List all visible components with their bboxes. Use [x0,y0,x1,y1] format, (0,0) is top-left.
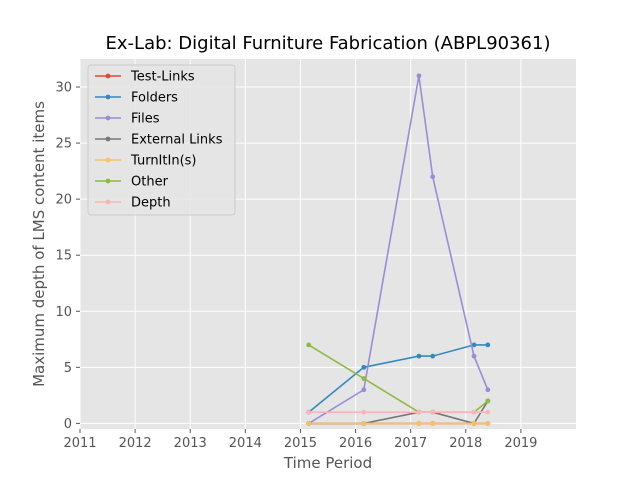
data-point [485,398,491,404]
data-point [361,376,367,381]
data-point [361,364,367,370]
data-point [416,73,422,79]
legend-marker [105,157,111,163]
data-point [306,420,312,426]
data-point [361,387,367,393]
y-tick-label: 0 [64,417,72,432]
data-point [416,420,422,426]
series-files [306,73,491,426]
legend-item: Depth [95,196,171,211]
data-point [430,409,436,415]
y-tick-label: 5 [64,361,72,376]
x-tick-label: 2015 [284,436,317,451]
legend-item: Test-Links [95,70,195,85]
x-tick-label: 2017 [394,436,427,451]
legend-marker [105,136,111,142]
y-axis-label: Maximum depth of LMS content items [30,101,48,387]
data-point [471,353,477,359]
data-point [430,420,436,426]
legend-label: Test-Links [130,70,195,85]
x-tick-label: 2011 [63,436,96,451]
data-point [416,353,422,359]
chart-title: Ex-Lab: Digital Furniture Fabrication (A… [106,33,551,54]
y-tick-label: 30 [55,81,72,96]
data-point [306,409,312,415]
data-point [471,420,477,426]
legend-item: Other [95,175,169,190]
legend-label: Folders [131,91,178,106]
x-axis: 2011 2012 2013 2014 2015 2016 2017 2018 2019 [63,429,537,451]
data-point [485,420,491,426]
series-depth [306,409,491,415]
x-axis-label: Time Period [283,454,372,472]
legend-label: Other [131,175,169,190]
x-tick-label: 2013 [174,436,207,451]
legend-label: TurnItIn(s) [130,154,196,169]
data-point [471,342,477,348]
data-point [361,409,367,415]
x-tick-label: 2016 [339,436,372,451]
legend-label: Depth [131,196,171,211]
data-point [471,409,477,415]
y-axis: 0 5 10 15 20 25 30 [55,81,80,432]
series-line [308,75,489,425]
series-turnitin-s [306,420,491,426]
legend-item: TurnItIn(s) [95,154,196,169]
legend: Test-Links Folders Files External Links Turn… [87,64,236,216]
legend-marker [105,73,111,79]
legend-marker [105,199,111,205]
legend-label: External Links [131,133,223,148]
y-tick-label: 10 [55,305,72,320]
legend-label: Files [131,112,160,127]
x-tick-label: 2012 [119,436,152,451]
legend-item: Files [95,112,160,127]
legend-item: Folders [95,91,178,106]
data-point [361,420,367,426]
legend-marker [105,94,111,100]
legend-item: External Links [95,133,223,148]
data-point [485,387,491,393]
data-point [430,353,436,359]
x-tick-label: 2018 [449,436,482,451]
data-point [416,409,422,415]
y-tick-label: 15 [55,249,72,264]
y-tick-label: 20 [55,193,72,208]
legend-frame [87,64,236,216]
data-point [430,174,436,180]
legend-marker [105,115,111,121]
data-point [306,342,312,348]
data-point [485,409,491,415]
y-tick-label: 25 [55,137,72,152]
series-layer [306,73,491,426]
x-tick-label: 2014 [229,436,262,451]
x-tick-label: 2019 [504,436,537,451]
legend-marker [105,178,111,184]
data-point [485,342,491,348]
